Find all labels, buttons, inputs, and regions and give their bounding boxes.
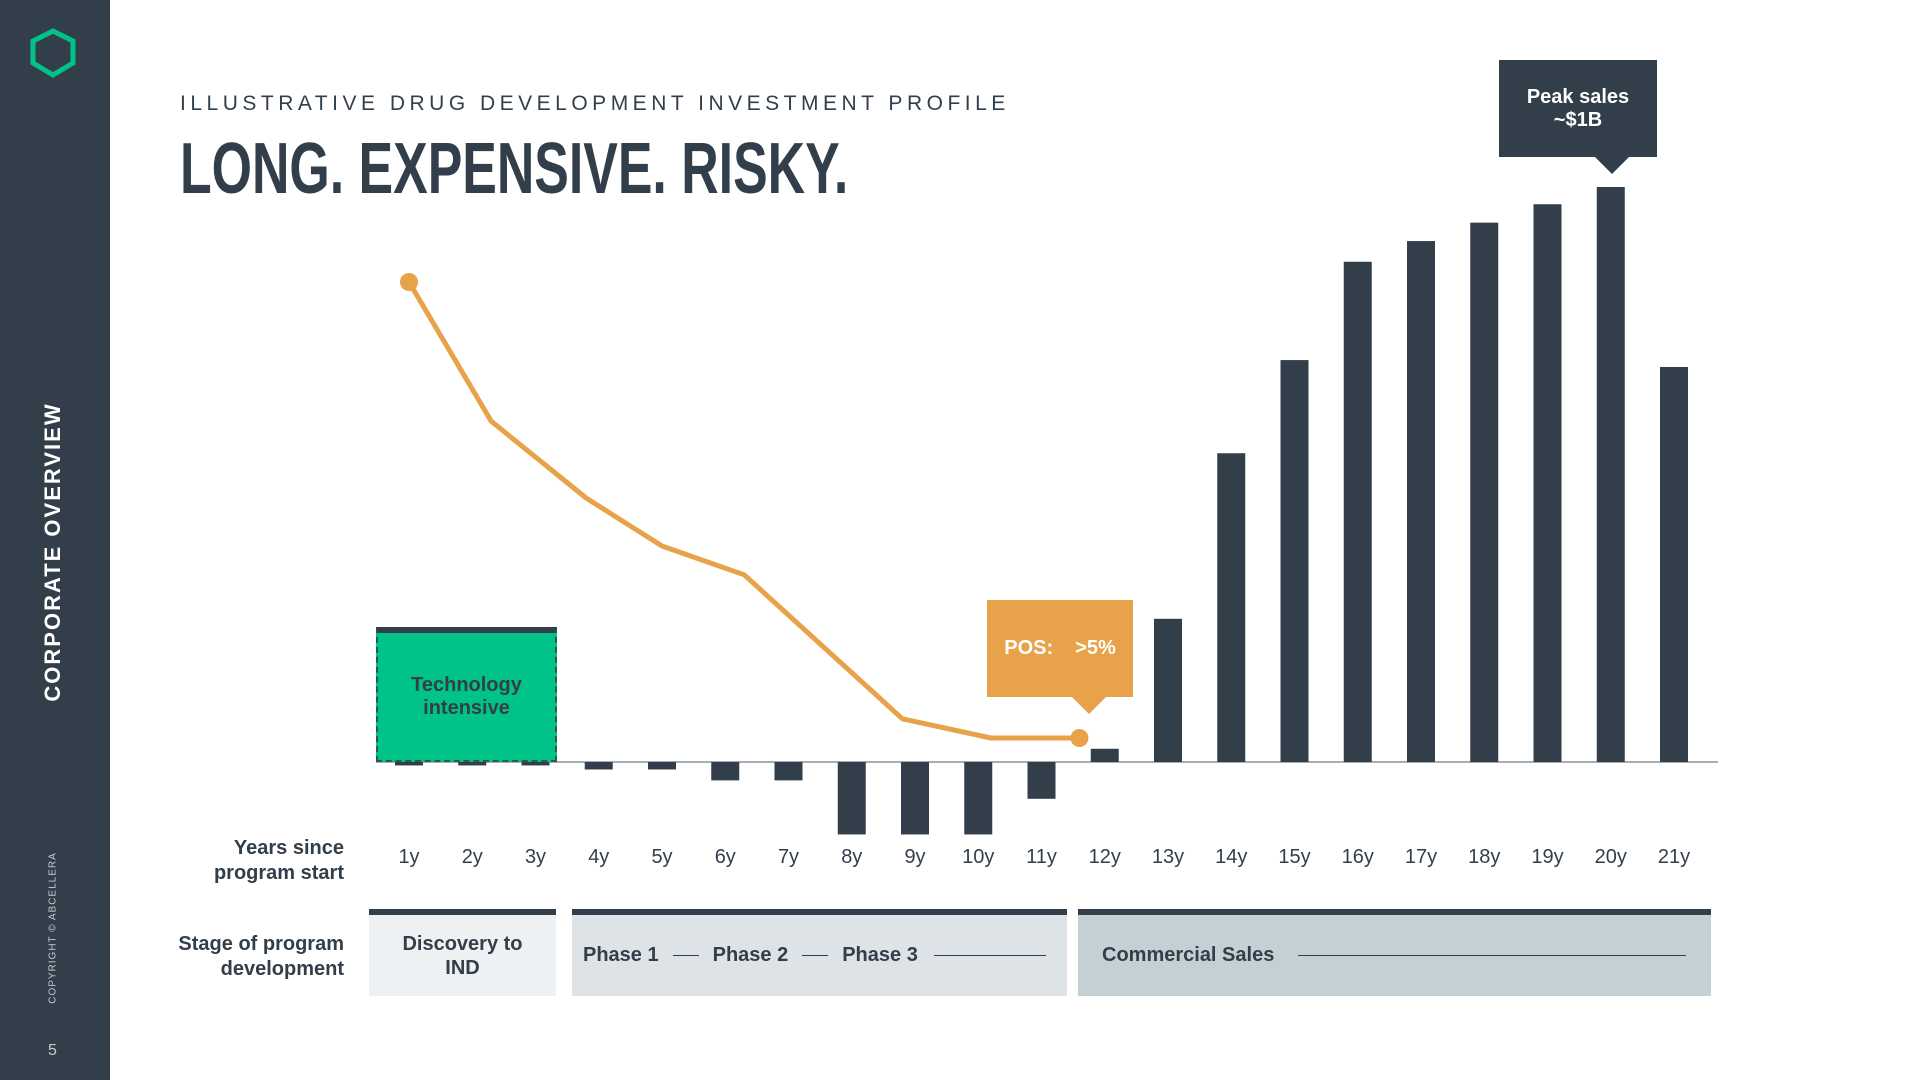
x-tick-label: 9y xyxy=(904,846,925,868)
pos-pointer xyxy=(1071,696,1107,714)
peak-callout: Peak sales ~$1B xyxy=(1499,60,1657,157)
x-tick-label: 1y xyxy=(398,846,419,868)
logo xyxy=(30,28,76,78)
bar xyxy=(395,762,423,766)
bar xyxy=(648,762,676,770)
sidebar: CORPORATE OVERVIEW COPYRIGHT © ABCELLERA… xyxy=(0,0,110,1080)
x-tick-label: 18y xyxy=(1468,846,1500,868)
phase1-label: Phase 1 xyxy=(583,944,659,966)
bar xyxy=(1533,204,1562,762)
bar xyxy=(1660,366,1688,762)
bar xyxy=(1090,748,1119,762)
pos-callout: POS: >5% xyxy=(987,600,1133,697)
x-tick-label: 11y xyxy=(1026,846,1057,868)
technology-label: Technology intensive xyxy=(411,673,522,719)
x-axis-label: Years since program start xyxy=(213,837,344,884)
bar xyxy=(521,762,550,766)
title: LONG. EXPENSIVE. RISKY. xyxy=(180,129,849,209)
x-tick-label: 14y xyxy=(1215,846,1247,868)
phase2-label: Phase 2 xyxy=(712,944,789,966)
bar xyxy=(1154,618,1182,762)
x-tick-label: 8y xyxy=(841,846,862,868)
x-tick-label: 19y xyxy=(1531,846,1563,868)
stage-discovery: Discovery to IND xyxy=(369,909,556,996)
bar xyxy=(584,762,613,770)
bar xyxy=(458,762,487,766)
x-tick-label: 20y xyxy=(1595,846,1627,868)
page-number: 5 xyxy=(48,1042,57,1059)
stage-label: Stage of program development xyxy=(178,933,344,980)
x-tick-label: 15y xyxy=(1278,846,1310,868)
bar xyxy=(964,762,993,835)
peak-label: Peak sales ~$1B xyxy=(1526,85,1630,131)
bar xyxy=(1343,261,1372,762)
x-tick-label: 21y xyxy=(1658,846,1690,868)
peak-pointer xyxy=(1594,156,1630,174)
subtitle: ILLUSTRATIVE DRUG DEVELOPMENT INVESTMENT… xyxy=(180,92,1010,115)
pos-value: >5% xyxy=(1075,637,1116,659)
bar xyxy=(774,762,803,781)
bar xyxy=(1407,241,1435,763)
x-tick-label: 16y xyxy=(1342,846,1374,868)
bar xyxy=(711,762,740,781)
bar xyxy=(901,762,929,835)
discovery-label: Discovery to IND xyxy=(402,932,523,979)
bar xyxy=(1217,453,1246,762)
pos-point xyxy=(400,273,418,291)
commercial-label: Commercial Sales xyxy=(1102,944,1275,966)
pos-label: POS: xyxy=(1004,637,1054,659)
x-tick-label: 10y xyxy=(962,846,994,868)
x-tick-label: 7y xyxy=(778,846,799,868)
stage-commercial: Commercial Sales xyxy=(1078,909,1711,996)
x-tick-label: 5y xyxy=(651,846,672,868)
technology-box: Technology intensive xyxy=(376,627,557,762)
pos-point xyxy=(1070,729,1089,747)
bar xyxy=(1027,762,1056,799)
x-tick-label: 2y xyxy=(462,846,483,868)
stage-clinical: Phase 1 Phase 2 Phase 3 xyxy=(572,909,1067,996)
x-tick-label: 12y xyxy=(1089,846,1121,868)
x-tick-label: 13y xyxy=(1152,846,1184,868)
bar xyxy=(837,762,866,835)
phase3-label: Phase 3 xyxy=(842,944,918,966)
bar xyxy=(1280,360,1309,762)
x-tick-label: 6y xyxy=(715,846,736,868)
x-tick-label: 3y xyxy=(525,846,546,868)
x-tick-label: 17y xyxy=(1405,846,1437,868)
bar xyxy=(1470,222,1499,762)
bar xyxy=(1596,187,1625,762)
pos-line xyxy=(406,280,1080,741)
x-tick-label: 4y xyxy=(588,846,609,868)
